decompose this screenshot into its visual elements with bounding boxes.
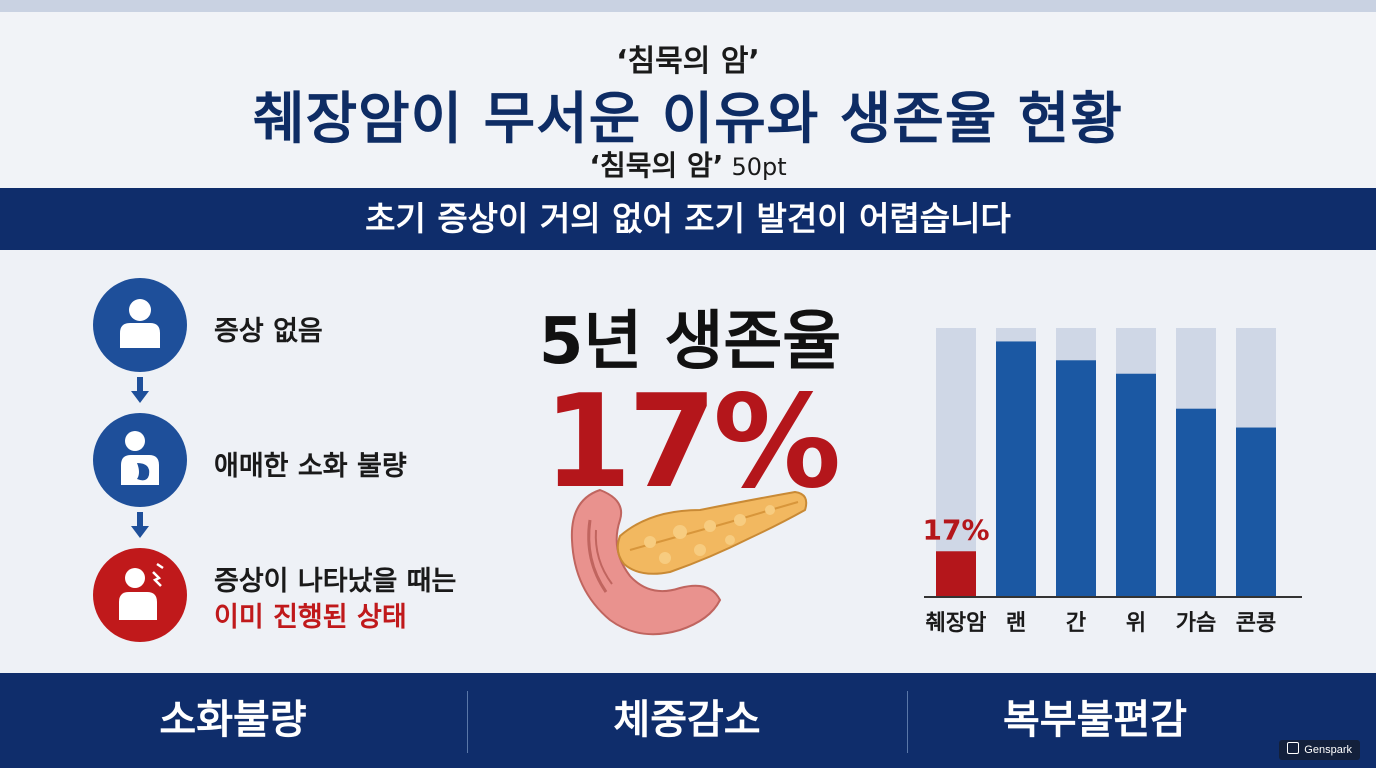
brand-name: Genspark xyxy=(1304,744,1352,756)
page-title: 췌장암이 무서운 이유와 생존율 현황 xyxy=(253,87,1123,152)
step-no-symptoms: 증상 없음 xyxy=(90,275,530,375)
footer-divider xyxy=(467,691,468,753)
header-subkicker: ‘침묵의 암’ 50pt xyxy=(0,144,1376,184)
header-kicker: ‘침묵의 암’ xyxy=(616,44,760,79)
pancreas-icon xyxy=(560,480,820,644)
symptom-steps: 증상 없음 애매한 소화 불량 증상이 나타났을 때는 이미 진행된 상태 xyxy=(90,275,530,645)
bar-0 xyxy=(936,551,976,597)
footer-item-indigestion: 소화불량 xyxy=(159,697,307,743)
bar-5 xyxy=(1236,427,1276,597)
x-tick-label: 가슴 xyxy=(1176,611,1216,636)
x-tick-label: 췌장암 xyxy=(926,611,987,636)
person-icon xyxy=(93,278,187,372)
survival-label: 5년 생존율 xyxy=(538,305,842,379)
step-label: 증상 없음 xyxy=(214,316,323,347)
survival-block: 5년 생존율 17% xyxy=(500,290,880,660)
banner: 초기 증상이 거의 없어 조기 발견이 어렵습니다 xyxy=(0,188,1376,250)
step-advanced: 증상이 나타났을 때는 이미 진행된 상태 xyxy=(90,545,530,645)
footer-item-weight-loss: 체중감소 xyxy=(613,697,761,743)
brand-badge: Genspark xyxy=(1279,740,1360,760)
footer-divider xyxy=(907,691,908,753)
bar-data-label: 17% xyxy=(922,513,989,546)
subkicker-text: ‘침묵의 암’ xyxy=(589,149,724,182)
bar-4 xyxy=(1176,408,1216,597)
footer: 소화불량 체중감소 복부불편감 xyxy=(0,673,1376,768)
step-indigestion: 애매한 소화 불량 xyxy=(90,410,530,510)
header: ‘침묵의 암’ 췌장암이 무서운 이유와 생존율 현황 ‘침묵의 암’ 50pt xyxy=(0,12,1376,188)
bar-3 xyxy=(1116,373,1156,597)
x-tick-label: 위 xyxy=(1126,611,1146,636)
x-tick-label: 간 xyxy=(1066,611,1086,636)
step-label: 애매한 소화 불량 xyxy=(214,451,407,482)
pain-icon xyxy=(93,548,187,642)
chart-svg: 17% 췌장암 랜 간 위 가슴 콘콩 xyxy=(922,328,1302,636)
step-label: 증상이 나타났을 때는 xyxy=(214,566,457,597)
x-tick-label: 콘콩 xyxy=(1236,611,1276,636)
bar-2 xyxy=(1056,360,1096,597)
stomach-icon xyxy=(93,413,187,507)
top-strip xyxy=(0,0,1376,12)
bar-1 xyxy=(996,341,1036,597)
brand-logo-icon xyxy=(1287,742,1300,754)
subkicker-size: 50pt xyxy=(731,153,787,181)
step-label-highlight: 이미 진행된 상태 xyxy=(214,602,407,633)
footer-item-abdominal-discomfort: 복부불편감 xyxy=(1003,697,1187,743)
x-tick-label: 랜 xyxy=(1006,611,1026,636)
survival-bar-chart: 17% 췌장암 랜 간 위 가슴 콘콩 xyxy=(910,310,1310,650)
